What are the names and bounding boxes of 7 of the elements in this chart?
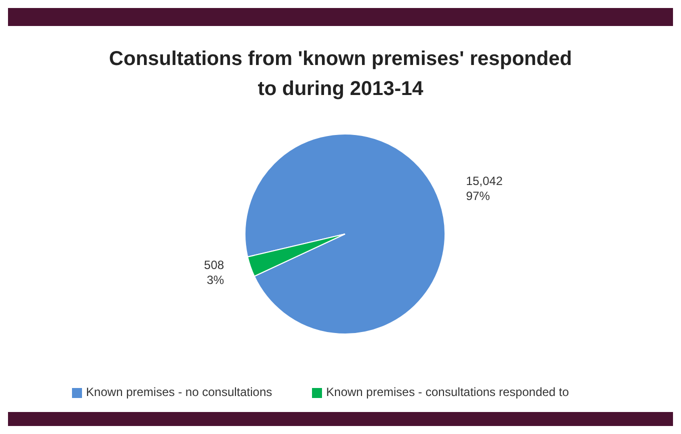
pie-slice [244,134,446,334]
legend-label: Known premises - consultations responded to [326,385,569,399]
pie-slice [247,234,346,277]
data-label: 15,042 97% [466,174,503,204]
data-label: 508 3% [204,258,224,287]
legend-label: Known premises - no consultations [86,385,272,399]
chart-title: Consultations from 'known premises' responded to during 2013-14 [108,47,573,102]
